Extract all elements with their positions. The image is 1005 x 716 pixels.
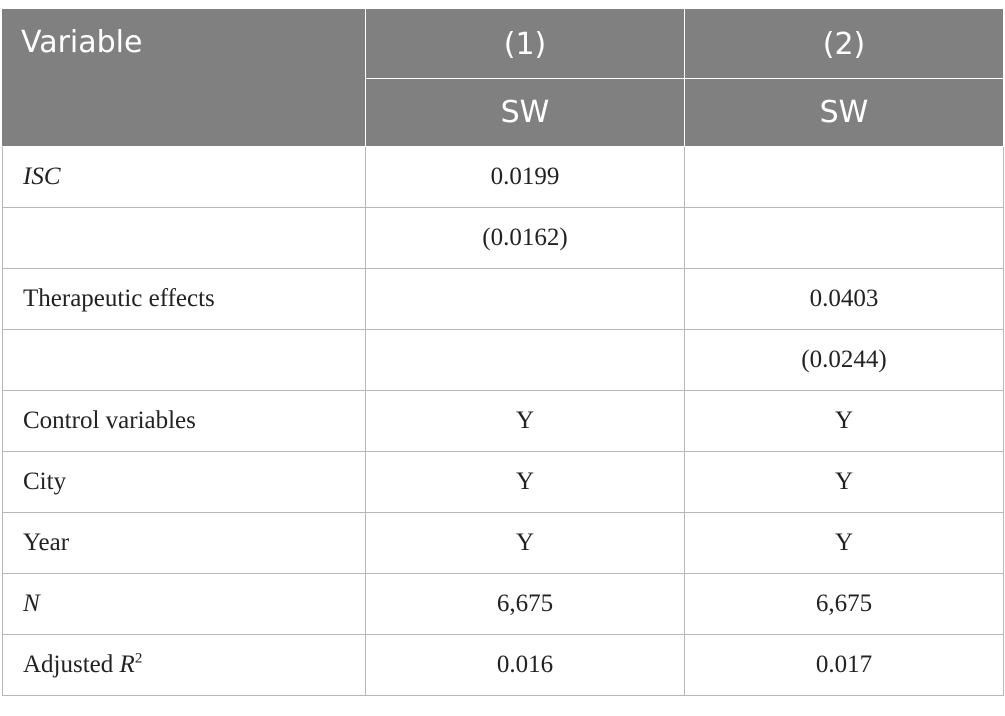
row-label-city: City [2, 451, 366, 513]
table-row-therapeutic-effects: Therapeutic effects 0.0403 [2, 268, 1004, 330]
row-label-therapeutic-effects: Therapeutic effects [2, 268, 366, 330]
isc-standard-error-model-2 [684, 207, 1004, 269]
table-header: Variable (1) (2) SW SW [2, 8, 1004, 147]
year-fe-model-1: Y [365, 512, 685, 574]
row-label-control-variables: Control variables [2, 390, 366, 452]
table-row-n: N 6,675 6,675 [2, 573, 1004, 635]
table-row-city: City Y Y [2, 451, 1004, 513]
table-row-isc-se: (0.0162) [2, 207, 1004, 269]
therapeutic-standard-error-model-1 [365, 329, 685, 391]
row-label-year: Year [2, 512, 366, 574]
row-label-n: N [2, 573, 366, 635]
row-label-isc-se [2, 207, 366, 269]
control-variables-model-2: Y [684, 390, 1004, 452]
observations-model-1: 6,675 [365, 573, 685, 635]
therapeutic-coefficient-model-2: 0.0403 [684, 268, 1004, 330]
observations-model-2: 6,675 [684, 573, 1004, 635]
adjusted-r2-symbol: R [119, 651, 135, 678]
table-row-therapeutic-se: (0.0244) [2, 329, 1004, 391]
table-body: ISC 0.0199 (0.0162) Therapeutic effects … [2, 146, 1004, 696]
row-label-isc: ISC [2, 146, 366, 208]
regression-table-container: Variable (1) (2) SW SW ISC 0.0199 (0.016… [2, 8, 1004, 696]
adjusted-r2-label-text: Adjusted R [23, 651, 135, 678]
variable-column-header: Variable [2, 8, 366, 147]
isc-coefficient-model-1: 0.0199 [365, 146, 685, 208]
row-label-therapeutic-se [2, 329, 366, 391]
regression-table: Variable (1) (2) SW SW ISC 0.0199 (0.016… [2, 8, 1004, 696]
adjusted-r2-superscript: 2 [134, 650, 143, 667]
isc-standard-error-model-1: (0.0162) [365, 207, 685, 269]
table-row-adjusted-r2: Adjusted R2 0.016 0.017 [2, 634, 1004, 696]
table-row-year: Year Y Y [2, 512, 1004, 574]
model-1-dependent-variable: SW [365, 78, 685, 147]
adjusted-r2-model-2: 0.017 [684, 634, 1004, 696]
therapeutic-coefficient-model-1 [365, 268, 685, 330]
model-2-number: (2) [684, 8, 1004, 79]
table-row-isc: ISC 0.0199 [2, 146, 1004, 208]
model-2-dependent-variable: SW [684, 78, 1004, 147]
city-fe-model-1: Y [365, 451, 685, 513]
table-row-control-variables: Control variables Y Y [2, 390, 1004, 452]
year-fe-model-2: Y [684, 512, 1004, 574]
city-fe-model-2: Y [684, 451, 1004, 513]
model-1-number: (1) [365, 8, 685, 79]
control-variables-model-1: Y [365, 390, 685, 452]
isc-coefficient-model-2 [684, 146, 1004, 208]
adjusted-r2-model-1: 0.016 [365, 634, 685, 696]
therapeutic-standard-error-model-2: (0.0244) [684, 329, 1004, 391]
row-label-adjusted-r2: Adjusted R2 [2, 634, 366, 696]
